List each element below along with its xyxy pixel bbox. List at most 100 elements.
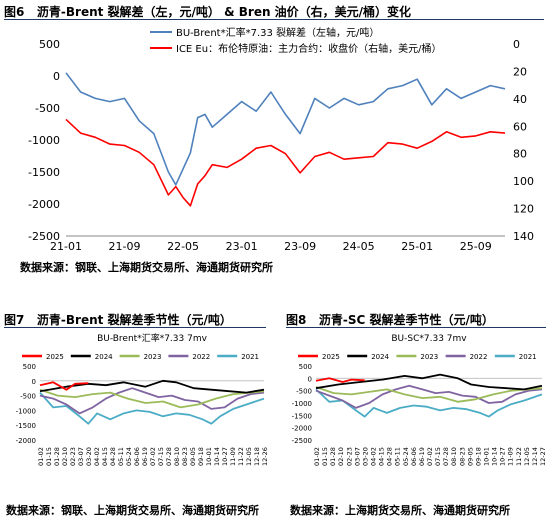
x-tick-label-1: 01-15 bbox=[321, 447, 329, 466]
chart-subtitle: BU-Brent*汇率*7.33 7mv bbox=[97, 332, 208, 344]
legend-label-2023: 2023 bbox=[144, 353, 162, 361]
y-tick-label-3: -1000 bbox=[16, 407, 36, 415]
series-line-2025 bbox=[315, 377, 365, 383]
x-tick-label-24: 11-09 bbox=[229, 447, 237, 466]
x-tick-label-8: 04-15 bbox=[101, 447, 109, 466]
x-tick-label-27: 12-14 bbox=[531, 447, 539, 466]
y-tick-label-1: 0 bbox=[32, 378, 36, 386]
x-tick-label-4: 23-09 bbox=[284, 240, 316, 253]
series-line-2023 bbox=[39, 388, 265, 409]
figure-7-caption: 沥青-Brent 裂解差季节性（元/吨） bbox=[36, 313, 232, 327]
x-tick-label-5: 03-07 bbox=[77, 447, 85, 466]
y-left-tick-label-6: -2500 bbox=[28, 230, 60, 243]
y-right-tick-label-6: 120 bbox=[513, 203, 534, 216]
legend-label-2024: 2024 bbox=[95, 353, 113, 361]
x-tick-label-12: 06-06 bbox=[410, 447, 418, 466]
x-tick-label-27: 12-18 bbox=[253, 447, 261, 466]
x-tick-label-6: 03-20 bbox=[361, 447, 369, 466]
x-tick-label-28: 12-26 bbox=[261, 447, 269, 466]
legend-label-2021: 2021 bbox=[241, 353, 259, 361]
x-tick-label-26: 12-05 bbox=[245, 447, 253, 466]
x-tick-label-2: 22-05 bbox=[167, 240, 199, 253]
figure-6-source: 数据来源：钢联、上海期货交易所、海通期货研究所 bbox=[20, 261, 273, 274]
figure-8-number: 图8 bbox=[286, 313, 307, 327]
x-tick-label-0: 21-01 bbox=[50, 240, 82, 253]
y-tick-label-2: -500 bbox=[296, 388, 312, 396]
figure-7-number: 图7 bbox=[4, 313, 25, 327]
x-tick-label-1: 01-15 bbox=[45, 447, 53, 466]
legend-label-2025: 2025 bbox=[322, 353, 340, 361]
x-tick-label-8: 04-15 bbox=[378, 447, 386, 466]
y-left-tick-label-2: -500 bbox=[35, 102, 60, 115]
y-left-tick-label-5: -2000 bbox=[28, 198, 60, 211]
x-tick-label-2: 01-28 bbox=[53, 447, 61, 466]
x-tick-label-10: 05-11 bbox=[117, 447, 125, 466]
y-right-tick-label-5: 100 bbox=[513, 175, 534, 188]
y-tick-label-0: 500 bbox=[299, 363, 312, 371]
y-tick-label-4: -1500 bbox=[292, 412, 312, 420]
legend-label-2022: 2022 bbox=[192, 353, 210, 361]
legend-label-2021: 2021 bbox=[519, 353, 537, 361]
y-tick-label-6: -2500 bbox=[292, 437, 312, 445]
series-line-2025 bbox=[39, 381, 89, 391]
x-tick-label-7: 04-02 bbox=[370, 447, 378, 466]
chart-subtitle: BU-SC*7.33 7mv bbox=[391, 334, 467, 344]
y-right-tick-label-3: 60 bbox=[513, 120, 527, 133]
series-line-brent-price bbox=[65, 118, 506, 207]
x-tick-label-19: 09-05 bbox=[189, 447, 197, 466]
x-tick-label-23: 10-27 bbox=[499, 447, 507, 466]
x-tick-label-2: 01-28 bbox=[329, 447, 337, 466]
figure-7-chart: BU-Brent*汇率*7.33 7mv 2025 2024 2023 2022 2021… bbox=[16, 332, 269, 466]
x-tick-label-4: 02-23 bbox=[345, 447, 353, 466]
y-right-tick-label-7: 140 bbox=[513, 230, 534, 243]
series-line-2021 bbox=[315, 388, 543, 418]
x-tick-label-9: 04-28 bbox=[386, 447, 394, 466]
figure-8-caption: 沥青-SC 裂解差季节性（元/吨） bbox=[318, 313, 494, 327]
figure-6-title: 图6 沥青-Brent 裂解差（左，元/吨） & Bren 油价（右，美元/桶）… bbox=[4, 3, 411, 20]
x-tick-label-5: 24-05 bbox=[343, 240, 375, 253]
figure-7-rule bbox=[4, 327, 266, 328]
x-tick-label-7: 25-09 bbox=[460, 240, 492, 253]
x-tick-label-4: 02-23 bbox=[69, 447, 77, 466]
legend-label-2025: 2025 bbox=[46, 353, 64, 361]
x-tick-label-6: 25-01 bbox=[401, 240, 433, 253]
y-left-tick-label-4: -1500 bbox=[28, 166, 60, 179]
figure-8-source: 数据来源：上海期货交易所、海通期货研究所 bbox=[290, 504, 510, 517]
x-tick-label-14: 07-02 bbox=[426, 447, 434, 466]
figure-6-caption: 沥青-Brent 裂解差（左，元/吨） & Bren 油价（右，美元/桶）变化 bbox=[36, 5, 412, 19]
figure-8-title: 图8 沥青-SC 裂解差季节性（元/吨） bbox=[286, 311, 494, 328]
figure-8-chart: BU-SC*7.33 7mv 2025 2024 2023 2022 2021 500 0 -5… bbox=[292, 334, 547, 466]
x-tick-label-0: 01-02 bbox=[37, 447, 45, 466]
x-tick-label-14: 07-02 bbox=[149, 447, 157, 466]
series-line-2022 bbox=[315, 384, 543, 409]
x-tick-label-3: 02-10 bbox=[61, 447, 69, 466]
legend-label-0: BU-Brent*汇率*7.33 裂解差（左轴，元/吨） bbox=[176, 26, 379, 39]
figure-7-title: 图7 沥青-Brent 裂解差季节性（元/吨） bbox=[4, 311, 232, 328]
x-tick-label-16: 07-28 bbox=[165, 447, 173, 466]
x-tick-label-1: 21-09 bbox=[109, 240, 141, 253]
y-tick-label-0: 500 bbox=[23, 363, 36, 371]
x-tick-label-28: 12-27 bbox=[539, 447, 547, 466]
x-tick-label-16: 07-28 bbox=[442, 447, 450, 466]
x-tick-label-3: 23-01 bbox=[226, 240, 258, 253]
x-tick-label-17: 08-10 bbox=[173, 447, 181, 466]
figure-7-source: 数据来源：钢联、上海期货交易所、海通期货研究所 bbox=[6, 504, 259, 517]
x-tick-label-18: 08-23 bbox=[181, 447, 189, 466]
series-line-2024 bbox=[315, 373, 543, 391]
x-tick-label-17: 08-10 bbox=[450, 447, 458, 466]
x-tick-label-5: 03-07 bbox=[353, 447, 361, 466]
legend-label-2023: 2023 bbox=[420, 353, 438, 361]
series-line-2023 bbox=[315, 386, 543, 403]
x-tick-label-11: 05-24 bbox=[125, 447, 133, 466]
legend-label-2024: 2024 bbox=[371, 353, 389, 361]
x-tick-label-10: 05-11 bbox=[394, 447, 402, 466]
y-tick-label-1: 0 bbox=[308, 375, 312, 383]
x-tick-label-21: 10-01 bbox=[205, 447, 213, 466]
x-tick-label-3: 02-10 bbox=[337, 447, 345, 466]
y-tick-label-3: -1000 bbox=[292, 400, 312, 408]
figure-8-rule bbox=[286, 327, 546, 328]
figure-6-rule bbox=[4, 19, 544, 20]
x-tick-label-25: 11-22 bbox=[515, 447, 523, 466]
x-tick-label-20: 09-18 bbox=[474, 447, 482, 466]
